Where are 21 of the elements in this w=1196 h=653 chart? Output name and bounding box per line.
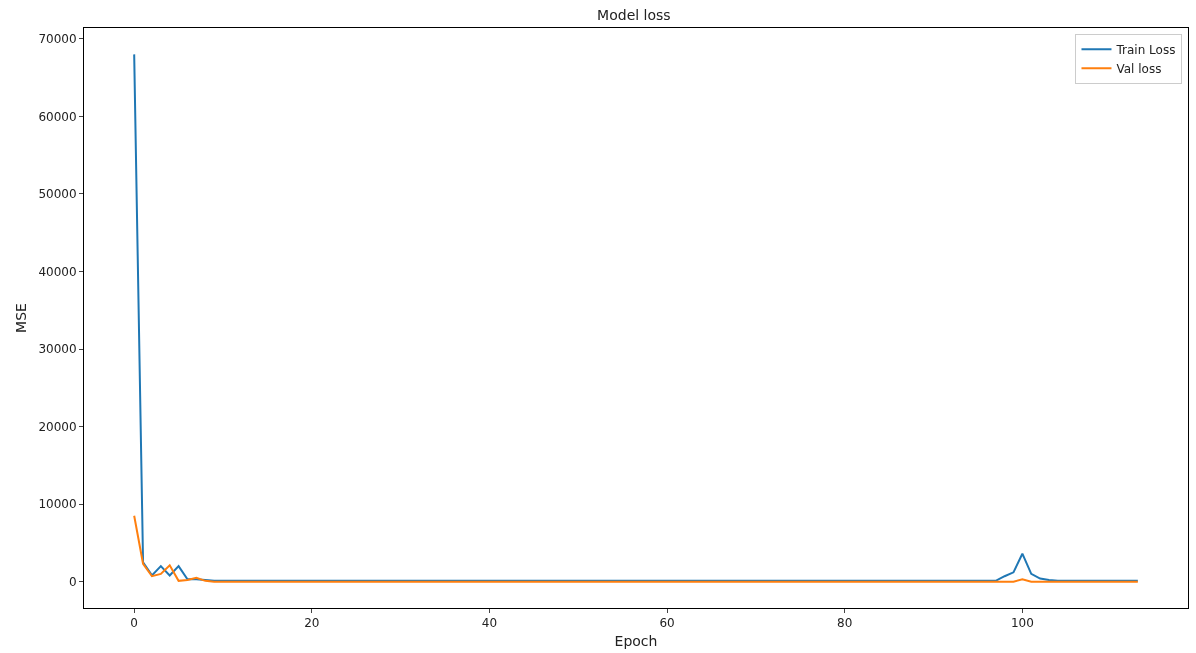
x-tick-label: 80 <box>837 616 853 631</box>
y-tick-label: 60000 <box>38 109 77 124</box>
chart-title: Model loss <box>597 6 671 23</box>
y-tick-label: 20000 <box>38 419 77 434</box>
line-series <box>133 53 1139 582</box>
x-tick-label: 20 <box>304 616 320 631</box>
x-tick-label: 60 <box>659 616 675 631</box>
y-tick-label: 40000 <box>38 264 77 279</box>
y-tick-label: 70000 <box>38 32 77 47</box>
y-tick-label: 30000 <box>38 342 77 357</box>
x-tick-label: 0 <box>130 616 138 631</box>
x-tick-label: 40 <box>481 616 498 631</box>
legend-label: Train Loss <box>1115 42 1176 57</box>
x-axis-title: Epoch <box>614 632 658 649</box>
y-axis-title: MSE <box>13 303 30 333</box>
y-tick-label: 50000 <box>38 187 77 202</box>
x-tick-label: 100 <box>1010 616 1034 631</box>
line-series <box>133 514 1139 583</box>
y-tick-label: 10000 <box>38 497 77 512</box>
y-tick-label: 0 <box>68 574 77 589</box>
legend-label: Val loss <box>1116 61 1162 76</box>
